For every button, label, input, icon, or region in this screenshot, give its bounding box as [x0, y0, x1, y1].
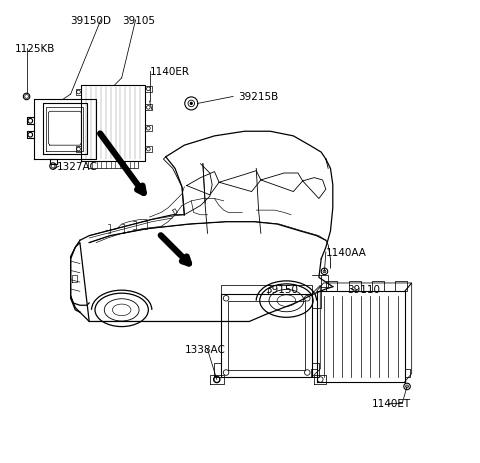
Text: 1338AC: 1338AC: [184, 344, 225, 355]
Text: 39150D: 39150D: [71, 16, 112, 26]
Text: 1327AC: 1327AC: [57, 162, 97, 172]
Text: 1140AA: 1140AA: [326, 247, 367, 257]
Text: 1140ER: 1140ER: [150, 67, 190, 77]
Text: 1125KB: 1125KB: [15, 44, 55, 54]
Text: 39150: 39150: [265, 284, 299, 294]
Text: 39110: 39110: [347, 284, 380, 294]
Circle shape: [191, 103, 192, 105]
Text: 1140ET: 1140ET: [372, 398, 411, 408]
Text: 39215B: 39215B: [238, 92, 278, 102]
Text: 39105: 39105: [122, 16, 155, 26]
